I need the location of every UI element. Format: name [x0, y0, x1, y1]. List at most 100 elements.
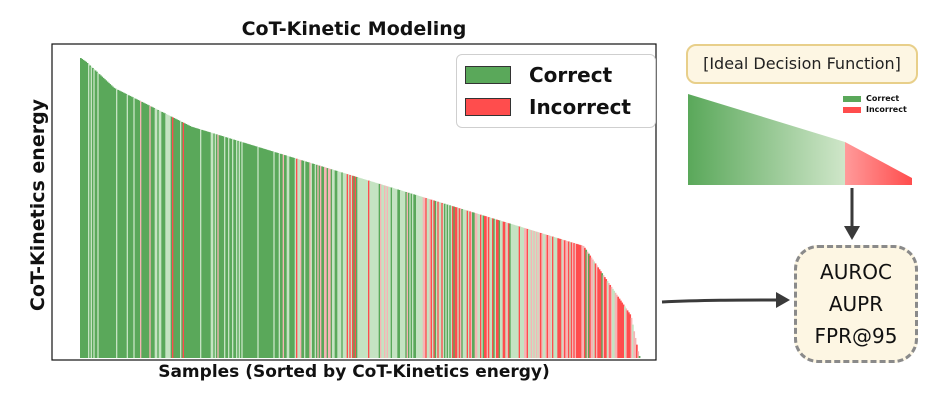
bar-correct — [228, 138, 230, 358]
bar-correct — [313, 164, 316, 358]
bar-correct — [393, 188, 396, 358]
bar-incorrect — [610, 286, 613, 358]
bar-incorrect — [518, 226, 521, 358]
bar-correct — [153, 107, 156, 358]
bar-incorrect — [320, 166, 322, 358]
bar-incorrect — [616, 294, 618, 358]
bar-incorrect — [608, 282, 610, 358]
bar-correct — [202, 130, 205, 358]
bar-correct — [401, 190, 404, 358]
bar-correct — [418, 196, 421, 358]
bar-correct — [240, 141, 242, 358]
bar-incorrect — [629, 314, 632, 358]
bar-correct — [588, 253, 590, 358]
bar-correct — [177, 119, 180, 358]
mini-swatch-incorrect — [843, 106, 861, 113]
bar-correct — [258, 147, 261, 358]
bar-correct — [146, 104, 149, 358]
bar-correct — [448, 204, 450, 358]
bar-correct — [390, 187, 393, 358]
bar-correct — [288, 156, 290, 358]
bar-correct — [166, 114, 169, 358]
bar-correct — [208, 131, 210, 358]
bar-incorrect — [548, 235, 550, 358]
bar-correct — [216, 134, 218, 358]
bar-incorrect — [625, 308, 628, 358]
bar-correct — [388, 186, 390, 358]
bar-incorrect — [485, 216, 488, 358]
bar-incorrect — [558, 238, 561, 358]
bar-incorrect — [466, 210, 469, 358]
bar-correct — [244, 142, 246, 358]
bar-correct — [334, 170, 337, 358]
bar-correct — [464, 209, 466, 358]
bar-incorrect — [424, 197, 426, 358]
bar-correct — [501, 221, 504, 358]
bar-correct — [333, 170, 336, 358]
bar-incorrect — [452, 206, 454, 358]
bar-correct — [269, 150, 272, 358]
bar-incorrect — [488, 217, 490, 358]
bar-correct — [509, 223, 512, 358]
bar-incorrect — [609, 284, 612, 358]
bar-correct — [436, 201, 438, 358]
ideal-correct-region — [688, 94, 845, 185]
bar-correct — [128, 95, 130, 358]
bar-correct — [493, 218, 496, 358]
bar-correct — [156, 109, 158, 358]
bar-correct — [98, 74, 101, 359]
bar-incorrect — [346, 174, 349, 358]
bar-correct — [553, 237, 556, 358]
bar-correct — [376, 183, 378, 358]
bar-correct — [124, 93, 126, 358]
bar-correct — [101, 76, 104, 358]
bar-correct — [286, 155, 289, 358]
bar-incorrect — [441, 202, 444, 358]
bar-correct — [462, 209, 465, 358]
bar-correct — [250, 144, 253, 358]
bar-correct — [89, 65, 92, 359]
metric-aupr: AUPR — [828, 292, 884, 316]
bar-correct — [154, 108, 157, 359]
legend-swatch-incorrect — [465, 98, 511, 116]
bar-correct — [81, 58, 84, 358]
bar-correct — [280, 153, 282, 358]
bar-incorrect — [557, 238, 560, 358]
bar-correct — [606, 281, 609, 358]
bar-correct — [358, 177, 361, 358]
bar-incorrect — [526, 228, 529, 358]
bar-correct — [405, 192, 408, 358]
bar-incorrect — [429, 199, 432, 358]
bar-correct — [100, 75, 102, 359]
bar-incorrect — [525, 228, 528, 358]
bar-correct — [477, 213, 480, 358]
bar-correct — [372, 181, 374, 358]
bar-correct — [126, 94, 129, 358]
bar-correct — [141, 101, 144, 358]
bar-incorrect — [566, 241, 569, 358]
bar-correct — [253, 145, 256, 358]
bar-correct — [97, 72, 100, 359]
bar-correct — [365, 179, 368, 358]
bar-correct — [345, 173, 348, 358]
bar-incorrect — [621, 302, 624, 358]
bar-correct — [108, 82, 110, 359]
bar-incorrect — [430, 199, 433, 358]
bar-correct — [189, 126, 192, 358]
bar-correct — [197, 128, 200, 358]
bar-correct — [461, 209, 464, 358]
bar-correct — [353, 176, 356, 358]
bar-incorrect — [605, 279, 608, 358]
bar-incorrect — [620, 300, 622, 358]
bar-correct — [94, 70, 97, 358]
bar-correct — [221, 136, 224, 358]
bar-correct — [612, 288, 614, 358]
bar-correct — [298, 159, 301, 358]
bar-correct — [316, 164, 318, 358]
bar-incorrect — [480, 214, 482, 358]
chart-legend: Correct Incorrect — [456, 54, 656, 128]
bar-incorrect — [637, 351, 640, 358]
bar-correct — [113, 87, 116, 358]
bar-incorrect — [368, 180, 370, 358]
bar-correct — [112, 86, 114, 358]
